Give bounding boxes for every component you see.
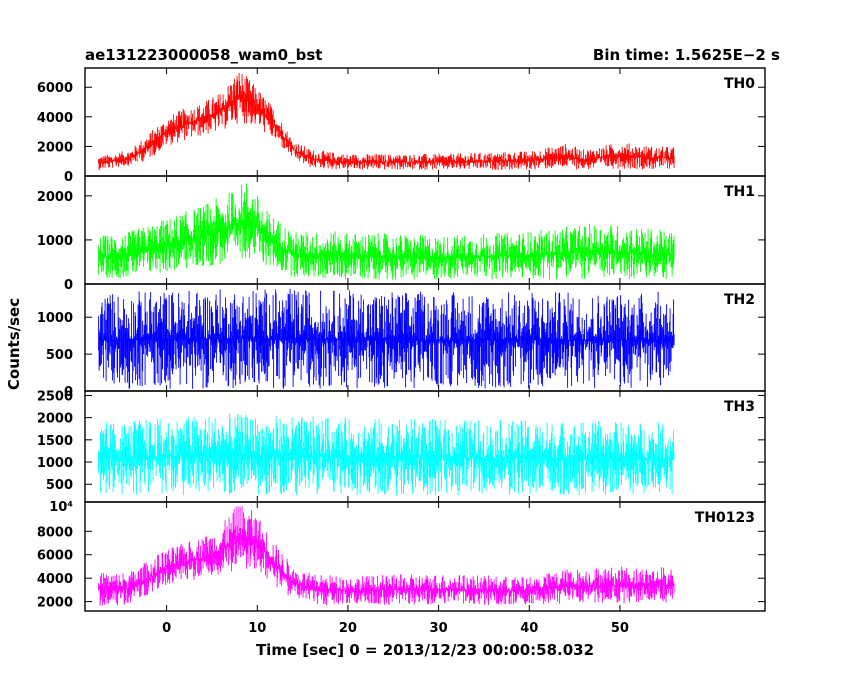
panel-th1: 0 1000 2000 TH1: [37, 175, 766, 293]
y-tick-label-th3: 1000: [37, 456, 73, 471]
x-tick-label: 10: [248, 621, 266, 636]
y-tick-label-th0123: 4000: [37, 572, 73, 587]
series-name-th0123: TH0123: [695, 510, 755, 526]
y-tick-label-th0: 2000: [37, 140, 73, 155]
x-tick-label: 0: [162, 621, 171, 636]
series-name-th2: TH2: [724, 292, 755, 308]
x-tick-label: 20: [339, 621, 357, 636]
series-th3-line: [98, 413, 675, 496]
panel-th0123: 2000 4000 6000 8000 10⁴ TH0123: [37, 500, 766, 612]
series-name-th1: TH1: [724, 184, 755, 200]
x-tick-label: 30: [430, 621, 448, 636]
x-tick-label: 50: [611, 621, 629, 636]
panel-th2: 0 500 1000 TH2: [37, 283, 766, 400]
panel-th0: 0 2000 4000 6000 TH0: [37, 67, 766, 185]
y-tick-label-th0: 0: [64, 170, 73, 185]
series-th2-line: [98, 288, 675, 389]
series-name-th0: TH0: [724, 76, 755, 92]
y-tick-label-th3: 500: [46, 478, 73, 493]
panel-frame-th0123: [84, 501, 766, 612]
panel-th3: 500 1000 1500 2000 2500 TH3: [37, 389, 766, 503]
y-tick-label-th0: 4000: [37, 111, 73, 126]
y-tick-label-th3: 2000: [37, 412, 73, 427]
series-name-th3: TH3: [724, 399, 755, 415]
y-tick-label-th2: 1000: [37, 311, 73, 326]
y-tick-label-th2: 0: [64, 385, 73, 400]
y-tick-label-th0123: 6000: [37, 549, 73, 564]
x-axis-label: Time [sec] 0 = 2013/12/23 00:00:58.032: [256, 641, 594, 659]
y-tick-label-th3: 2500: [37, 389, 73, 404]
series-th0123-line: [98, 505, 675, 606]
y-axis-label: Counts/sec: [5, 298, 23, 390]
y-tick-label-th1: 0: [64, 278, 73, 293]
y-tick-label-th1: 2000: [37, 190, 73, 205]
y-tick-label-th3: 1500: [37, 434, 73, 449]
series-th1-line: [98, 183, 675, 280]
y-tick-label-th1: 1000: [37, 234, 73, 249]
series-th0-line: [98, 72, 675, 170]
y-tick-label-th2: 500: [46, 348, 73, 363]
y-tick-label-th0: 6000: [37, 81, 73, 96]
plot-title: ae131223000058_wam0_bst: [85, 46, 322, 64]
bin-time-label: Bin time: 1.5625E−2 s: [593, 46, 780, 64]
x-tick-label: 40: [520, 621, 538, 636]
y-tick-label-th0123: 8000: [37, 525, 73, 540]
y-top-label-th0123: 10⁴: [49, 500, 73, 515]
y-tick-label-th0123: 2000: [37, 596, 73, 611]
